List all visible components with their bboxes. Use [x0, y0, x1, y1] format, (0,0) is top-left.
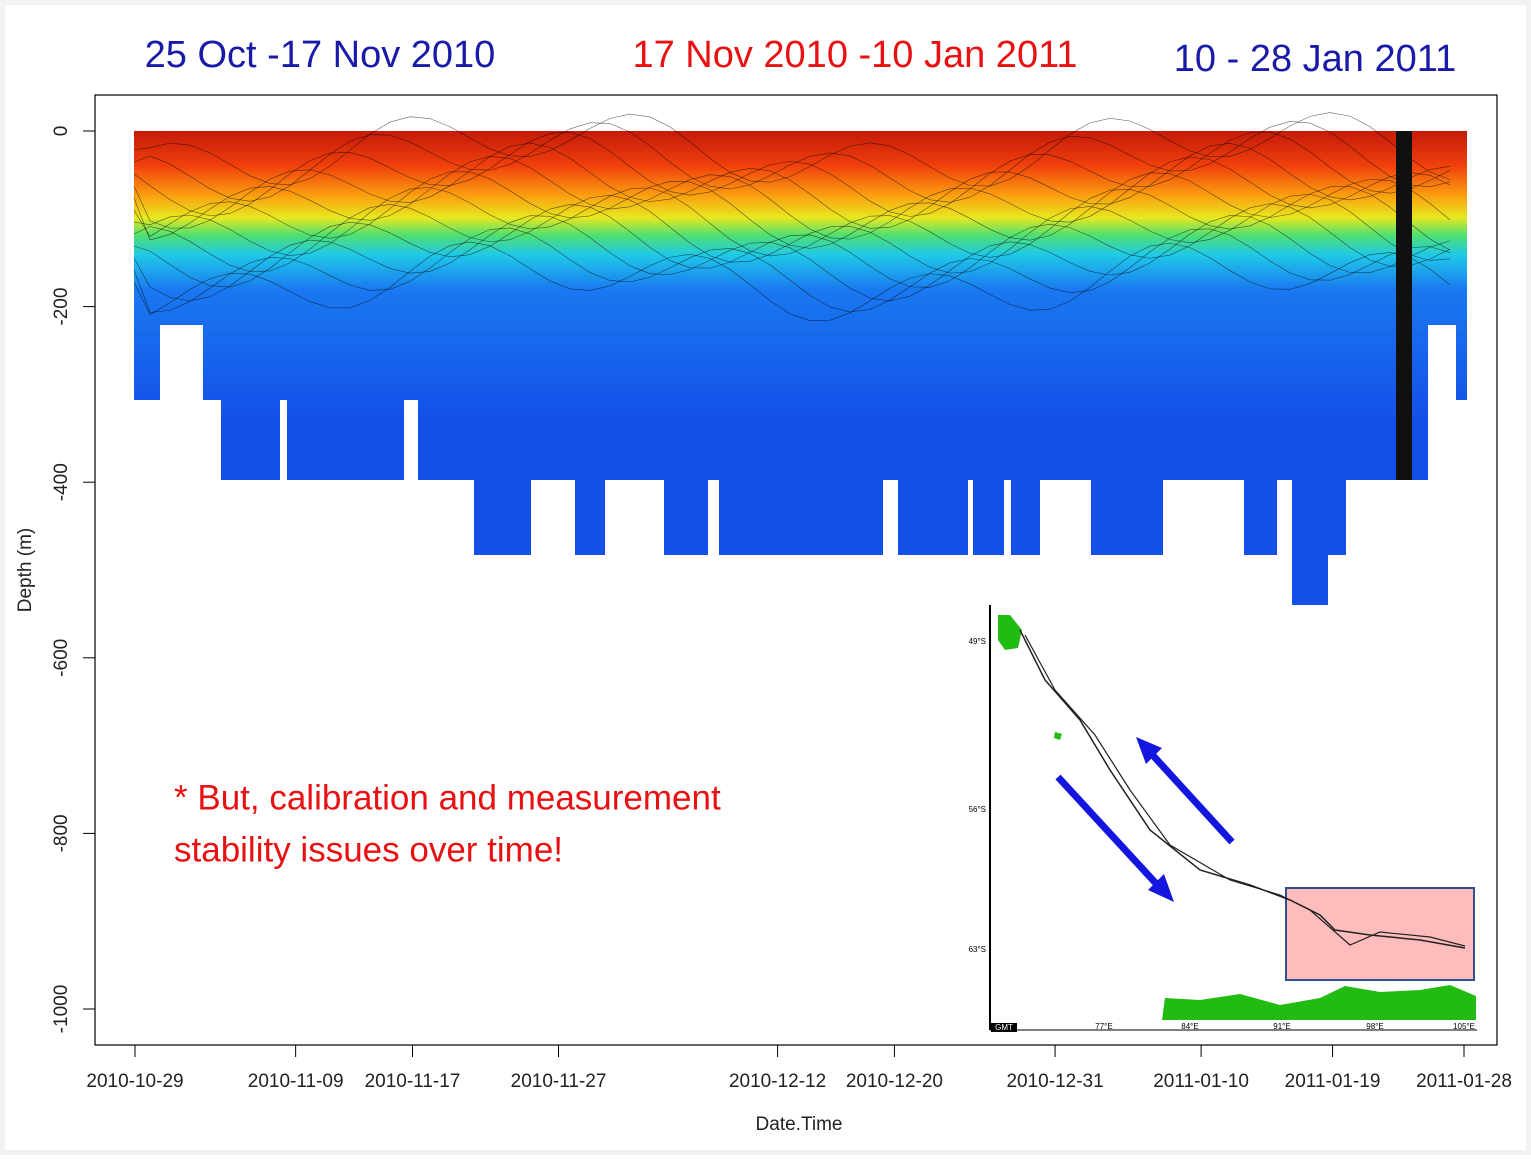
warm-column: [1396, 131, 1412, 480]
x-tick-label: 2011-01-19: [1285, 1071, 1381, 1092]
y-tick-label: -400: [51, 463, 72, 501]
arrow: [1145, 747, 1235, 845]
lon-label: 77°E: [1095, 1022, 1112, 1031]
land: [998, 615, 1022, 650]
contour-field: [133, 112, 1467, 605]
x-tick-label: 2010-12-12: [729, 1071, 826, 1092]
y-tick-label: -1000: [51, 985, 72, 1034]
stamp: GMT: [995, 1023, 1013, 1032]
title-left: 25 Oct -17 Nov 2010: [145, 34, 496, 76]
plot-frame: [94, 94, 1498, 1046]
x-tick-label: 2010-12-31: [1006, 1071, 1103, 1092]
x-tick-label: 2011-01-28: [1416, 1071, 1512, 1092]
x-tick-label: 2011-01-10: [1153, 1071, 1249, 1092]
lat-label: 56°S: [969, 805, 986, 814]
isotherm: [133, 155, 1451, 241]
isotherm: [133, 121, 1451, 203]
isotherm: [133, 131, 1451, 217]
temperature-field: [134, 131, 1467, 605]
x-tick-label: 2010-11-27: [511, 1071, 607, 1092]
y-tick-label: 0: [51, 126, 72, 137]
x-axis-label: Date.Time: [756, 1114, 843, 1135]
x-tick-label: 2010-11-09: [248, 1071, 344, 1092]
annotation: * But, calibration and measurement: [174, 778, 721, 817]
isotherm: [133, 215, 1451, 302]
lat-label: 63°S: [969, 945, 986, 954]
isotherm: [133, 171, 1451, 249]
lon-label: 105°E: [1453, 1022, 1475, 1031]
x-tick-label: 2010-10-29: [86, 1071, 183, 1092]
y-tick-label: -600: [51, 639, 72, 677]
x-tick-label: 2010-12-20: [846, 1071, 943, 1092]
land: [1162, 985, 1476, 1020]
arrow-head: [1148, 874, 1174, 902]
y-tick-label: -200: [51, 288, 72, 326]
land: [1054, 732, 1062, 740]
isotherm: [133, 112, 1451, 187]
isotherm: [133, 193, 1451, 274]
stamp-box: [991, 1023, 1017, 1032]
lon-label: 98°E: [1366, 1022, 1383, 1031]
ship-track: [1024, 634, 1466, 947]
y-tick-label: -800: [51, 814, 72, 852]
lon-label: 91°E: [1273, 1022, 1290, 1031]
isotherm: [133, 186, 1451, 258]
isotherm: [133, 142, 1451, 229]
lat-label: 49°S: [969, 637, 986, 646]
annotation: stability issues over time!: [174, 830, 563, 869]
isotherm: [133, 227, 1451, 313]
study-area: [1285, 887, 1475, 981]
arrow-head: [1136, 737, 1162, 764]
lon-label: 84°E: [1181, 1022, 1198, 1031]
isotherm: [133, 241, 1451, 322]
x-tick-label: 2010-11-17: [365, 1071, 461, 1092]
title-right: 10 - 28 Jan 2011: [1174, 38, 1456, 80]
y-axis-label: Depth (m): [15, 528, 36, 612]
arrow: [1055, 774, 1165, 893]
inset-map: GMT 49°S 56°S 63°S 77°E 84°E 91°E 98°E 105°E: [969, 605, 1477, 1033]
ship-track: [1019, 629, 1466, 949]
isotherm: [133, 203, 1451, 288]
title-center: 17 Nov 2010 -10 Jan 2011: [632, 34, 1077, 76]
